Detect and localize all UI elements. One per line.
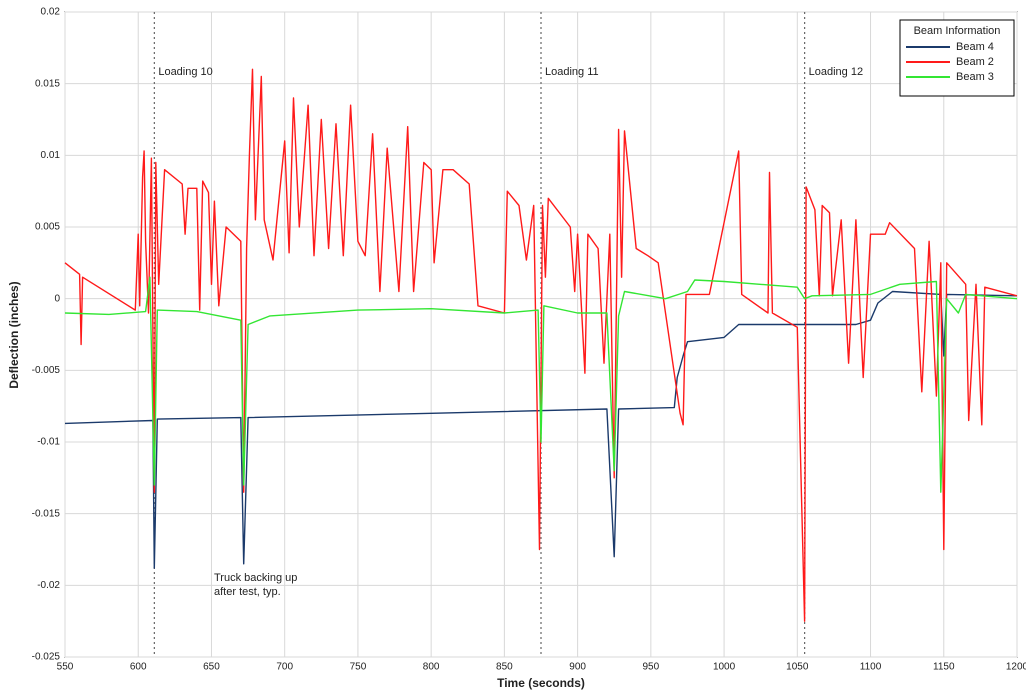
series-line (64, 290, 1018, 569)
x-tick-label: 550 (57, 662, 74, 673)
loading-label: Loading 11 (545, 66, 599, 78)
series-line (64, 276, 1018, 493)
x-tick-label: 1000 (713, 662, 736, 673)
x-tick-label: 700 (276, 662, 293, 673)
y-axis-label: Deflection (inches) (7, 281, 21, 388)
legend-label: Beam 2 (956, 56, 994, 68)
y-tick-label: 0 (54, 293, 60, 304)
y-tick-label: 0.015 (35, 78, 60, 89)
legend-label: Beam 3 (956, 71, 994, 83)
y-tick-label: -0.015 (32, 508, 61, 519)
x-tick-label: 1100 (860, 662, 882, 673)
x-tick-label: 600 (130, 662, 147, 673)
y-tick-label: 0.01 (41, 150, 61, 161)
legend-title: Beam Information (914, 25, 1001, 37)
x-tick-label: 850 (496, 662, 513, 673)
legend-label: Beam 4 (956, 41, 994, 53)
x-tick-label: 750 (350, 662, 367, 673)
x-tick-label: 800 (423, 662, 440, 673)
x-tick-label: 1200 (1006, 662, 1026, 673)
x-tick-label: 900 (569, 662, 586, 673)
y-tick-label: 0.005 (35, 222, 60, 233)
series-line (64, 68, 1018, 622)
note-line: after test, typ. (214, 586, 281, 598)
y-tick-label: 0.02 (41, 7, 61, 18)
y-tick-label: -0.025 (32, 652, 61, 663)
plot-layer (64, 11, 1018, 658)
x-tick-label: 950 (643, 662, 660, 673)
legend-box (899, 19, 1015, 97)
loading-label: Loading 10 (158, 66, 212, 78)
x-tick-label: 1050 (786, 662, 809, 673)
y-tick-label: -0.01 (37, 437, 60, 448)
y-tick-label: -0.02 (37, 580, 60, 591)
x-tick-label: 1150 (933, 662, 955, 673)
x-tick-label: 650 (203, 662, 220, 673)
x-axis-label: Time (seconds) (497, 676, 585, 690)
y-tick-label: -0.005 (32, 365, 61, 376)
loading-label: Loading 12 (809, 66, 863, 78)
note-line: Truck backing up (214, 572, 297, 584)
